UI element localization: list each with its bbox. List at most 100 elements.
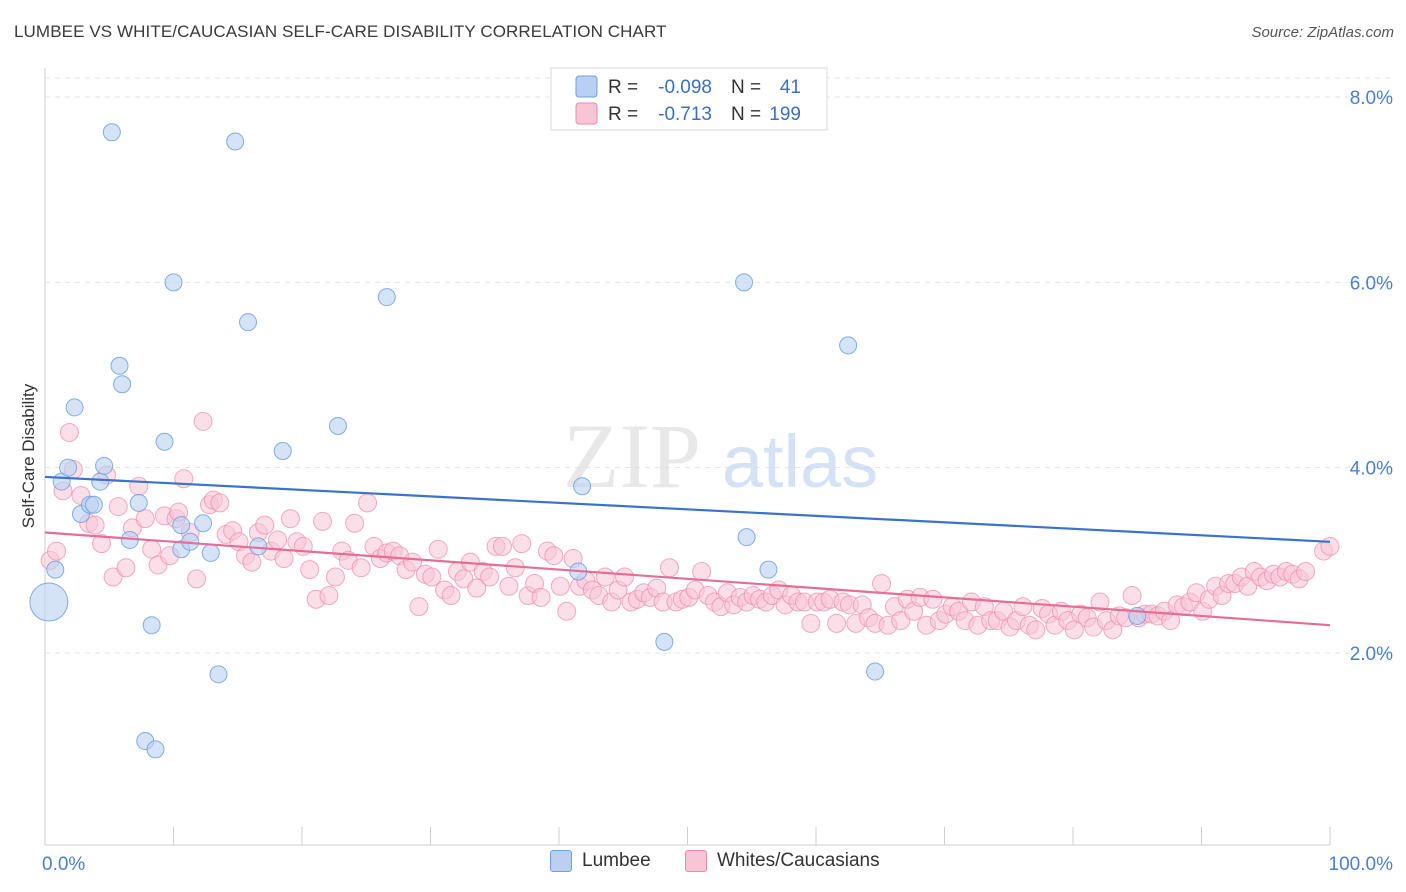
axes xyxy=(44,68,1331,846)
data-point-lumbee xyxy=(84,495,103,514)
data-point-lumbee xyxy=(29,582,69,622)
data-point-whites xyxy=(428,539,448,559)
legend-swatch-whites xyxy=(575,102,598,125)
data-point-whites xyxy=(422,567,442,587)
data-point-lumbee xyxy=(113,375,132,394)
data-point-lumbee xyxy=(146,740,165,759)
data-point-whites xyxy=(550,576,570,596)
data-point-whites xyxy=(531,587,551,607)
data-point-whites xyxy=(293,536,313,556)
trend-lines xyxy=(44,475,1331,627)
data-point-whites xyxy=(544,546,564,566)
data-point-whites xyxy=(135,509,155,529)
data-point-lumbee xyxy=(102,123,121,142)
x-tick-labels: 0.0% 100.0% xyxy=(42,854,1393,875)
legend-r-value-1: -0.098 xyxy=(658,77,712,98)
y-tick-labels: 2.0% 4.0% 6.0% 8.0% xyxy=(1350,88,1393,665)
watermark-atlas: atlas xyxy=(722,420,878,503)
data-point-lumbee xyxy=(239,313,258,332)
data-point-whites xyxy=(345,513,365,533)
data-point-whites xyxy=(499,576,519,596)
legend-item-whites: Whites/Caucasians xyxy=(685,850,880,872)
data-point-whites xyxy=(242,552,262,572)
legend-bottom: Lumbee Whites/Caucasians xyxy=(0,850,1406,880)
data-point-lumbee xyxy=(142,616,161,635)
data-point-lumbee xyxy=(91,472,110,491)
data-point-whites xyxy=(351,558,371,578)
data-point-whites xyxy=(923,589,943,609)
data-point-whites xyxy=(827,613,847,633)
legend-swatch-lumbee xyxy=(575,75,598,98)
data-point-whites xyxy=(85,515,105,535)
data-point-whites xyxy=(1296,561,1316,581)
data-point-whites xyxy=(692,561,712,581)
legend-swatch-whites-bottom xyxy=(685,850,707,872)
data-point-whites xyxy=(492,536,512,556)
data-point-lumbee xyxy=(759,560,778,579)
trend-line-whites xyxy=(44,531,1331,627)
y-tick-label: 8.0% xyxy=(1350,88,1393,109)
legend-item-lumbee: Lumbee xyxy=(550,850,651,872)
legend-label-whites: Whites/Caucasians xyxy=(717,850,880,871)
data-point-lumbee xyxy=(129,493,148,512)
legend-top: R = -0.098 N = 41 R = -0.713 N = 199 xyxy=(550,67,828,131)
data-point-whites xyxy=(615,567,635,587)
legend-n-value-2: 199 xyxy=(769,104,801,125)
legend-r-value-2: -0.713 xyxy=(658,104,712,125)
data-point-whites xyxy=(891,611,911,631)
data-point-lumbee xyxy=(737,528,756,547)
data-point-whites xyxy=(1090,592,1110,612)
x-tick-label-max: 100.0% xyxy=(1329,854,1394,875)
data-point-whites xyxy=(116,558,136,578)
data-point-whites xyxy=(454,569,474,589)
data-point-lumbee xyxy=(201,543,220,562)
data-point-lumbee xyxy=(65,398,84,417)
data-point-lumbee xyxy=(59,458,78,477)
data-point-whites xyxy=(1013,597,1033,617)
data-point-whites xyxy=(319,586,339,606)
data-point-whites xyxy=(480,567,500,587)
data-point-lumbee xyxy=(164,273,183,292)
data-point-whites xyxy=(59,422,79,442)
legend-n-label-2: N = xyxy=(731,104,761,125)
data-point-lumbee xyxy=(839,336,858,355)
data-point-whites xyxy=(1122,586,1142,606)
data-point-lumbee xyxy=(209,665,228,684)
y-axis-label: Self-Care Disability xyxy=(19,383,38,528)
x-tick-label-min: 0.0% xyxy=(42,854,85,875)
trend-line-lumbee xyxy=(44,475,1331,543)
data-point-lumbee xyxy=(194,514,213,533)
data-point-whites xyxy=(129,476,149,496)
data-point-whites xyxy=(441,586,461,606)
data-point-whites xyxy=(358,493,378,513)
data-point-whites xyxy=(512,534,532,554)
data-point-lumbee xyxy=(866,662,885,681)
data-point-lumbee xyxy=(377,288,396,307)
data-point-whites xyxy=(187,569,207,589)
data-point-whites xyxy=(1026,620,1046,640)
data-point-lumbee xyxy=(155,432,174,451)
data-point-whites xyxy=(300,560,320,580)
data-point-lumbee xyxy=(172,516,191,535)
data-point-whites xyxy=(1320,536,1340,556)
data-point-whites xyxy=(103,567,123,587)
legend-label-lumbee: Lumbee xyxy=(582,850,651,871)
source-credit: Source: ZipAtlas.com xyxy=(1251,24,1394,41)
y-tick-label: 6.0% xyxy=(1350,273,1393,294)
data-point-lumbee xyxy=(573,477,592,496)
data-point-whites xyxy=(255,515,275,535)
y-tick-label: 4.0% xyxy=(1350,459,1393,480)
watermark: ZIP atlas xyxy=(563,405,878,507)
y-tick-label: 2.0% xyxy=(1350,644,1393,665)
data-point-whites xyxy=(268,530,288,550)
data-point-lumbee xyxy=(95,456,114,475)
data-point-lumbee xyxy=(110,356,129,375)
data-point-whites xyxy=(47,541,67,561)
legend-r-label-2: R = xyxy=(608,104,638,125)
chart-title: LUMBEE VS WHITE/CAUCASIAN SELF-CARE DISA… xyxy=(14,22,667,41)
data-point-lumbee xyxy=(273,441,292,460)
data-point-whites xyxy=(660,558,680,578)
legend-swatch-lumbee-bottom xyxy=(550,850,572,872)
legend-n-label-1: N = xyxy=(731,77,761,98)
